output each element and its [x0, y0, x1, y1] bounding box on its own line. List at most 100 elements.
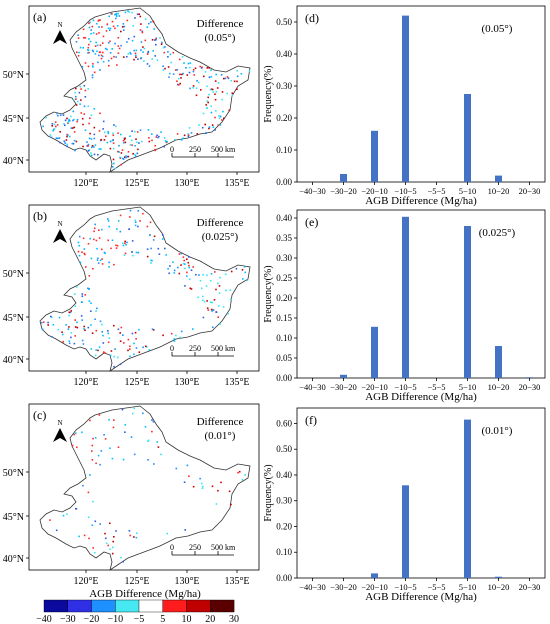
difference-pixel: [236, 80, 238, 83]
difference-pixel: [108, 337, 111, 339]
difference-pixel: [68, 340, 71, 342]
difference-pixel: [101, 323, 103, 326]
difference-pixel: [77, 37, 80, 39]
difference-pixel: [217, 316, 219, 318]
colorbar-swatch: [186, 599, 211, 613]
difference-pixel: [107, 220, 110, 222]
difference-pixel: [84, 294, 87, 296]
x-tick-label: −20−10: [361, 382, 388, 392]
difference-pixel: [107, 59, 110, 62]
difference-pixel: [93, 137, 96, 140]
difference-pixel: [154, 144, 156, 147]
difference-pixel: [201, 485, 204, 488]
difference-pixel: [91, 459, 94, 461]
difference-pixel: [141, 31, 144, 34]
difference-pixel: [84, 62, 87, 64]
difference-pixel: [107, 544, 109, 547]
difference-pixel: [127, 53, 130, 55]
difference-pixel: [91, 76, 94, 79]
difference-pixel: [102, 60, 105, 63]
difference-pixel: [112, 546, 114, 549]
difference-pixel: [206, 307, 209, 309]
difference-pixel: [136, 141, 138, 144]
difference-pixel: [124, 431, 126, 433]
difference-pixel: [149, 234, 151, 236]
difference-pixel: [201, 482, 203, 485]
difference-pixel: [154, 149, 157, 152]
difference-pixel: [119, 156, 121, 159]
difference-pixel: [195, 94, 198, 97]
difference-pixel: [186, 275, 188, 277]
difference-pixel: [139, 15, 142, 18]
difference-pixel: [137, 58, 139, 60]
difference-pixel: [206, 100, 209, 102]
y-tick-label: 0.00: [276, 573, 292, 583]
difference-pixel: [135, 49, 138, 52]
chart-panel-label: (f): [305, 413, 317, 427]
difference-pixel: [240, 73, 243, 75]
difference-pixel: [70, 127, 73, 129]
difference-pixel: [98, 346, 101, 348]
difference-pixel: [66, 117, 68, 120]
difference-pixel: [134, 17, 136, 19]
difference-pixel: [118, 144, 120, 147]
difference-pixel: [196, 80, 198, 82]
difference-pixel: [101, 263, 104, 265]
difference-pixel: [102, 120, 105, 123]
difference-pixel: [109, 147, 112, 150]
difference-pixel: [122, 23, 125, 25]
y-tick-label: 0.20: [276, 113, 292, 123]
difference-pixel: [66, 143, 68, 146]
difference-pixel: [75, 104, 78, 106]
difference-pixel: [82, 47, 84, 49]
difference-pixel: [150, 21, 152, 23]
difference-pixel: [92, 32, 95, 34]
difference-pixel: [96, 50, 98, 53]
difference-pixel: [102, 342, 105, 344]
difference-pixel: [98, 414, 101, 416]
north-arrow-icon: [53, 30, 67, 44]
difference-pixel: [219, 276, 221, 279]
difference-pixel: [77, 241, 80, 244]
difference-pixel: [178, 77, 180, 80]
difference-pixel: [98, 26, 100, 28]
difference-pixel: [144, 39, 147, 42]
difference-pixel: [88, 122, 90, 125]
difference-pixel: [140, 49, 142, 51]
difference-pixel: [76, 120, 78, 123]
difference-pixel: [189, 87, 191, 90]
difference-pixel: [194, 67, 197, 70]
difference-pixel: [173, 272, 176, 274]
difference-pixel: [118, 151, 120, 153]
lat-tick-label: 50°N: [3, 269, 24, 280]
x-tick-label: −40−30: [299, 582, 326, 592]
difference-pixel: [225, 289, 227, 292]
difference-pixel: [103, 139, 106, 141]
difference-pixel: [188, 264, 190, 267]
difference-pixel: [111, 20, 114, 23]
lon-tick-label: 125°E: [124, 377, 149, 388]
difference-pixel: [118, 47, 121, 50]
difference-pixel: [163, 137, 166, 139]
difference-pixel: [117, 220, 120, 222]
difference-pixel: [215, 311, 218, 313]
difference-pixel: [74, 335, 76, 337]
difference-pixel: [188, 475, 190, 477]
difference-pixel: [123, 29, 125, 31]
difference-pixel: [93, 238, 95, 241]
lat-tick-label: 45°N: [3, 313, 24, 324]
map-panel-c: (c) Difference (0.01°) 50°N 45°N 40°N 120°E…: [3, 403, 260, 587]
difference-pixel: [136, 131, 139, 133]
difference-pixel: [109, 447, 111, 449]
map-resolution: (0.05°): [205, 32, 236, 44]
difference-pixel: [184, 529, 186, 531]
difference-pixel: [110, 247, 112, 250]
difference-pixel: [152, 50, 154, 52]
x-tick-label: −30−20: [330, 382, 357, 392]
difference-pixel: [179, 82, 181, 85]
difference-pixel: [88, 38, 90, 40]
difference-pixel: [137, 225, 139, 228]
difference-pixel: [123, 25, 126, 28]
difference-pixel: [112, 132, 114, 135]
difference-pixel: [80, 88, 82, 90]
